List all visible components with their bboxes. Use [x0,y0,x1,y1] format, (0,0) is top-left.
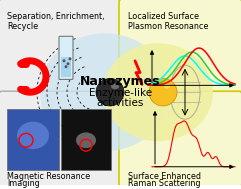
Text: Enzyme-like: Enzyme-like [89,88,152,98]
Circle shape [62,59,66,62]
FancyBboxPatch shape [119,0,241,94]
FancyBboxPatch shape [61,57,71,77]
Text: Localized Surface: Localized Surface [128,12,199,21]
Ellipse shape [40,33,170,151]
Ellipse shape [76,132,96,148]
Text: activities: activities [97,98,144,108]
FancyBboxPatch shape [59,36,73,79]
Circle shape [68,57,72,60]
Circle shape [65,65,67,68]
Text: Nanozymes: Nanozymes [80,74,161,88]
Circle shape [149,78,177,106]
Circle shape [67,62,69,65]
Text: Surface Enhanced: Surface Enhanced [128,172,201,181]
Text: Imaging: Imaging [7,179,40,187]
Ellipse shape [103,43,213,141]
Ellipse shape [164,84,170,89]
Text: Plasmon Resonance: Plasmon Resonance [128,22,208,31]
FancyBboxPatch shape [61,109,111,170]
Ellipse shape [111,83,119,89]
Text: Separation, Enrichment,: Separation, Enrichment, [7,12,105,21]
Circle shape [96,78,124,106]
Text: Recycle: Recycle [7,22,38,31]
FancyBboxPatch shape [119,91,241,186]
Text: Magnetic Resonance: Magnetic Resonance [7,172,90,181]
FancyBboxPatch shape [7,109,59,170]
Ellipse shape [17,122,49,149]
FancyBboxPatch shape [0,0,122,94]
FancyBboxPatch shape [0,91,122,186]
Text: Raman Scattering: Raman Scattering [128,179,201,187]
